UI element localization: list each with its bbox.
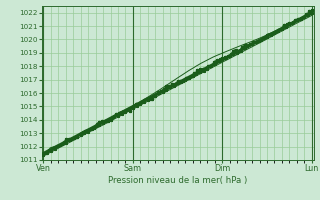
X-axis label: Pression niveau de la mer( hPa ): Pression niveau de la mer( hPa ): [108, 176, 247, 185]
